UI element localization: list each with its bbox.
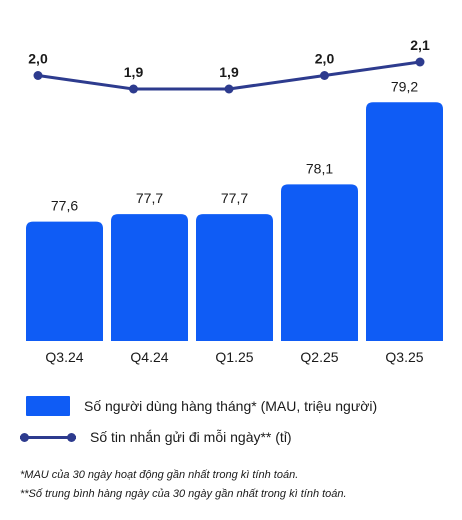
bar-Q4.24 [111, 214, 188, 341]
x-tick-label: Q1.25 [215, 349, 253, 365]
bar-value-label: 77,7 [221, 190, 248, 206]
bar-Q3.25 [366, 102, 443, 341]
line-value-label: 1,9 [124, 64, 144, 80]
line-point [33, 71, 43, 80]
x-tick-label: Q2.25 [300, 349, 338, 365]
bar-Q1.25 [196, 214, 273, 341]
bar-Q2.25 [281, 184, 358, 341]
x-tick-label: Q3.24 [45, 349, 83, 365]
bar-value-label: 77,7 [136, 190, 163, 206]
chart-svg: 77,6 Q3.24 77,7 Q4.24 77,7 Q1.25 78,1 Q2.25 79,2… [26, 37, 443, 365]
line-value-label: 2,0 [28, 51, 48, 67]
legend-line-entry: Số tin nhắn gửi đi mỗi ngày** (tỉ) [20, 429, 292, 445]
line-point [224, 84, 234, 94]
bar-Q3.24 [26, 221, 103, 341]
line-point [129, 84, 138, 94]
line-value-label: 2,0 [315, 51, 335, 67]
bar-value-label: 79,2 [391, 78, 418, 94]
bar-value-label: 77,6 [51, 198, 78, 214]
legend-line-label: Số tin nhắn gửi đi mỗi ngày** (tỉ) [90, 429, 292, 445]
line-point [320, 71, 329, 80]
bar-value-label: 78,1 [306, 160, 333, 176]
legend-bar-label: Số người dùng hàng tháng* (MAU, triệu ng… [84, 398, 378, 414]
legend-line-swatch [20, 431, 76, 443]
x-tick-label: Q4.24 [130, 349, 168, 365]
footnote-mau: *MAU của 30 ngày hoạt động gần nhất tron… [20, 469, 299, 481]
legend-bar-swatch [26, 396, 70, 416]
x-tick-label: Q3.25 [385, 349, 423, 365]
footnote-messages: **Số trung bình hàng ngày của 30 ngày gầ… [20, 488, 347, 500]
line-value-label: 2,1 [410, 37, 430, 53]
line-point [415, 57, 425, 67]
line-value-label: 1,9 [219, 64, 239, 80]
legend-bar-entry: Số người dùng hàng tháng* (MAU, triệu ng… [26, 396, 377, 416]
